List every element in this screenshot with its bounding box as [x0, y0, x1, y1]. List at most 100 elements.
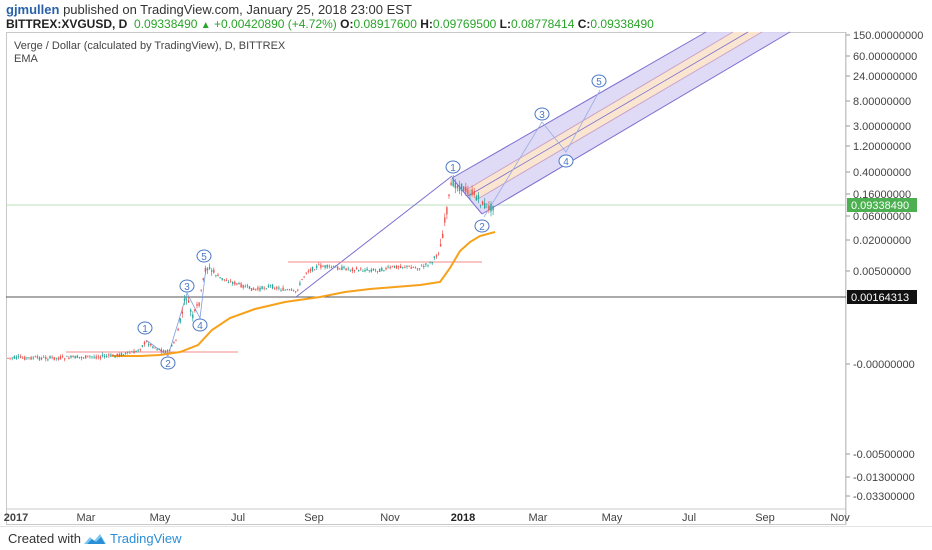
candle-body — [303, 276, 305, 278]
candle-body — [53, 357, 55, 360]
candle-body — [467, 189, 469, 195]
price-axis[interactable]: 150.00000000 60.00000000 24.00000000 8.0000… — [846, 30, 923, 503]
ema-line[interactable] — [112, 231, 496, 357]
candle-body — [112, 354, 114, 356]
candle-body — [418, 268, 421, 270]
candle-body — [229, 280, 232, 282]
candle-body — [408, 265, 410, 267]
price-tick-label: -0.00000000 — [853, 359, 915, 371]
candle-body — [164, 350, 167, 353]
candle-body — [213, 269, 215, 273]
candle-body — [87, 355, 89, 357]
chart-frame[interactable] — [6, 32, 846, 525]
candle-body — [360, 268, 362, 270]
candle-body — [242, 285, 244, 288]
channel-inner-lower — [475, 31, 763, 201]
candle-body — [246, 285, 249, 287]
candle-body — [204, 267, 207, 272]
candle-body — [32, 357, 34, 359]
channel-outer-fill — [452, 32, 790, 214]
candle-body — [200, 289, 202, 291]
candle-body — [444, 217, 446, 223]
published-text: published on TradingView.com, January 25… — [63, 2, 412, 17]
candle-body — [196, 304, 198, 306]
wave-2018-wave-circle[interactable] — [445, 160, 461, 174]
candle-body — [484, 203, 486, 209]
candle-body — [481, 201, 484, 206]
indicator-label: EMA — [14, 53, 38, 65]
candle-body — [364, 270, 366, 272]
candle-body — [9, 357, 11, 359]
candle-body — [47, 359, 49, 361]
candle-body — [391, 266, 393, 268]
channel-upper-line — [451, 31, 707, 179]
candle-body — [61, 355, 64, 357]
time-tick-label: Mar — [529, 512, 548, 524]
candle-body — [261, 286, 263, 289]
candle-body — [271, 284, 274, 289]
candle-body — [345, 268, 347, 271]
candle-body — [397, 266, 400, 268]
ohlc-line: BITTREX:XVGUSD, D 0.09338490 ▲ +0.004208… — [6, 17, 654, 31]
candle-body — [80, 356, 83, 359]
candle-body — [108, 354, 110, 356]
candle-body — [152, 346, 154, 348]
channel-inner-upper — [465, 31, 734, 191]
time-axis[interactable]: 2017 Mar May Jul Sep Nov 2018 Mar May Jul Sep Nov — [4, 512, 851, 524]
wave-2017-wave-circle[interactable] — [196, 249, 212, 263]
candle-body — [120, 353, 123, 356]
candle-body — [358, 270, 360, 272]
candle-body — [450, 182, 452, 186]
candle-body — [366, 268, 368, 271]
candle-body — [288, 289, 291, 291]
open-label: O: — [340, 17, 354, 31]
candle-body — [334, 266, 337, 268]
price-tick-label: -0.00500000 — [853, 449, 915, 461]
candle-body — [463, 186, 465, 192]
candle-body — [406, 265, 408, 267]
candle-body — [156, 349, 158, 351]
wave-2017-wave-circle[interactable] — [160, 356, 176, 370]
wave-2017-wave-circle[interactable] — [192, 318, 208, 332]
wave-2018-wave-circle[interactable] — [591, 74, 607, 88]
candle-body — [280, 289, 282, 291]
wave-2017-wave-circle[interactable] — [137, 321, 153, 335]
pitchfork-channel[interactable] — [451, 31, 791, 215]
tradingview-logo-icon[interactable] — [83, 532, 107, 546]
candle-body — [486, 203, 488, 205]
wave-2018-wave-circle[interactable] — [534, 107, 550, 121]
candle-body — [355, 267, 358, 270]
wave-2018-wave-circle[interactable] — [474, 219, 490, 233]
trend-line[interactable] — [295, 175, 453, 298]
time-tick-label: 2017 — [4, 512, 28, 524]
candle-body — [473, 191, 475, 195]
open-value: 0.08917600 — [353, 17, 417, 31]
wave-2017-wave-circle[interactable] — [179, 279, 195, 293]
candle-body — [423, 266, 425, 268]
last-price-tag — [847, 198, 917, 212]
tradingview-brand-link[interactable]: TradingView — [110, 531, 182, 546]
candle-body — [458, 185, 461, 191]
candle-body — [248, 286, 251, 289]
candle-body — [215, 275, 217, 277]
wave-2018-wave-label: 1 — [450, 163, 456, 174]
price-tick-label: 24.00000000 — [853, 71, 917, 83]
price-tick-label: 0.02000000 — [853, 235, 911, 247]
candle-body — [192, 314, 194, 319]
candle-body — [322, 266, 324, 268]
price-chart[interactable]: 1 2 3 4 5 1 2 3 4 5 150.00000000 60.00000000 24.000… — [0, 0, 932, 526]
candle-body — [269, 285, 272, 286]
publish-line: gjmullen published on TradingView.com, J… — [6, 2, 412, 17]
price-tick-label: 150.00000000 — [853, 30, 923, 42]
candle-body — [89, 356, 91, 358]
candle-body — [400, 265, 402, 268]
candle-body — [206, 268, 209, 271]
last-price-label: 0.09338490 — [851, 200, 909, 212]
candle-body — [372, 269, 375, 271]
author-link[interactable]: gjmullen — [6, 2, 60, 17]
candle-body — [154, 347, 156, 349]
wave-2018-wave-circle[interactable] — [558, 154, 574, 168]
candle-body — [387, 266, 389, 268]
close-value: 0.09338490 — [590, 17, 654, 31]
candle-body — [15, 356, 18, 359]
